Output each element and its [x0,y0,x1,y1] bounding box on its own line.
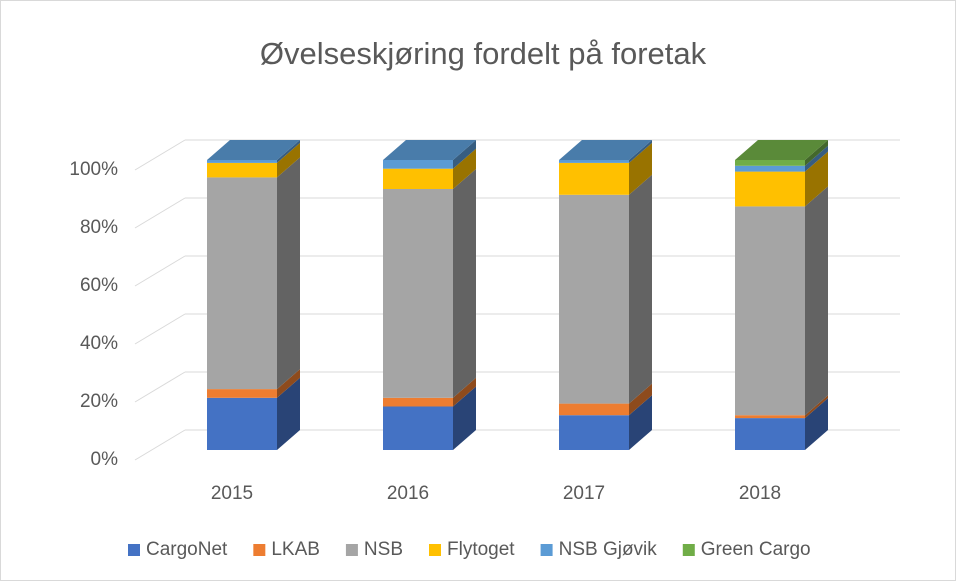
x-tick-label: 2015 [211,483,253,504]
bar-front [207,162,277,178]
bar-front [735,160,805,166]
bar-side [277,157,300,390]
bar-segment [207,377,300,450]
legend-swatch [253,544,266,556]
bar-segment [383,148,476,189]
bar-segment [735,145,828,172]
y-tick-label: 0% [91,449,119,470]
bar-segment [207,142,300,178]
grid-line-side [134,197,186,229]
legend-label: Flytoget [447,539,515,560]
bar-side [277,369,300,398]
bar-segment [207,157,300,390]
chart-title: Øvelseskjøring fordelt på foretak [260,36,707,71]
bar-side [453,148,476,189]
bar-top [559,140,652,160]
bar-segment [207,369,300,398]
legend-label: LKAB [271,539,320,560]
bar-front [207,177,277,390]
grid-line-side [134,371,186,403]
bar-side [453,169,476,398]
bar-side [805,398,828,450]
bar-side [277,142,300,178]
legend-swatch [345,544,358,556]
bar-segment [735,395,828,419]
legend-swatch [682,544,695,556]
x-tick-label: 2017 [563,483,605,504]
bar-top [735,140,828,160]
bar-side [805,140,828,166]
bar-segment [735,140,828,166]
bar-front [383,160,453,169]
bar-front [207,389,277,398]
bar-side [629,395,652,450]
bar-side [805,186,828,416]
bar-front [383,406,453,450]
grid-line-side [134,139,186,171]
bar-segment [559,174,652,404]
y-tick-label: 20% [80,391,118,412]
legend-label: CargoNet [146,539,228,560]
x-tick-label: 2018 [739,483,781,504]
bar-front [559,162,629,195]
legend-label: Green Cargo [701,539,811,560]
bar-front [559,194,629,404]
bar-front [735,165,805,172]
bar-front [207,397,277,450]
y-tick-label: 80% [80,217,118,238]
y-tick-label: 100% [69,159,118,180]
bar-top [383,140,476,160]
y-tick-label: 60% [80,275,118,296]
bar-segment [207,140,300,163]
bar-front [383,168,453,189]
bar-segment [735,151,828,207]
bar-front [735,171,805,207]
y-tick-label: 40% [80,333,118,354]
bar-front [383,397,453,407]
bar-front [735,415,805,419]
bar-segment [559,140,652,163]
grid-line-side [134,255,186,287]
bar-front [559,403,629,416]
bar-front [207,160,277,163]
bar-front [735,206,805,416]
bar-side [805,151,828,207]
bar-segment [559,383,652,416]
grid-line-side [134,313,186,345]
bar-side [805,395,828,419]
bar-segment [383,169,476,398]
legend-swatch [128,544,140,556]
bar-side [629,140,652,163]
legend-label: NSB [364,539,403,560]
bar-side [629,174,652,404]
legend-swatch [429,544,441,556]
legend-label: NSB Gjøvik [559,539,658,560]
bar-segment [559,142,652,195]
bar-side [277,140,300,163]
x-tick-label: 2016 [387,483,429,504]
bar-segment [735,398,828,450]
bar-front [559,160,629,163]
bar-segment [383,386,476,450]
bar-segment [735,186,828,416]
bar-segment [383,140,476,169]
bar-front [559,415,629,450]
bar-side [629,383,652,416]
bar-top [207,140,300,160]
bar-side [453,386,476,450]
bar-front [735,418,805,450]
bar-segment [559,395,652,450]
bar-front [383,189,453,398]
bar-segment [383,377,476,407]
legend-swatch [540,544,553,556]
bar-side [805,145,828,172]
bar-side [629,142,652,195]
grid-line-side [134,429,186,461]
bar-side [277,377,300,450]
bar-side [453,140,476,169]
bar-side [453,377,476,407]
